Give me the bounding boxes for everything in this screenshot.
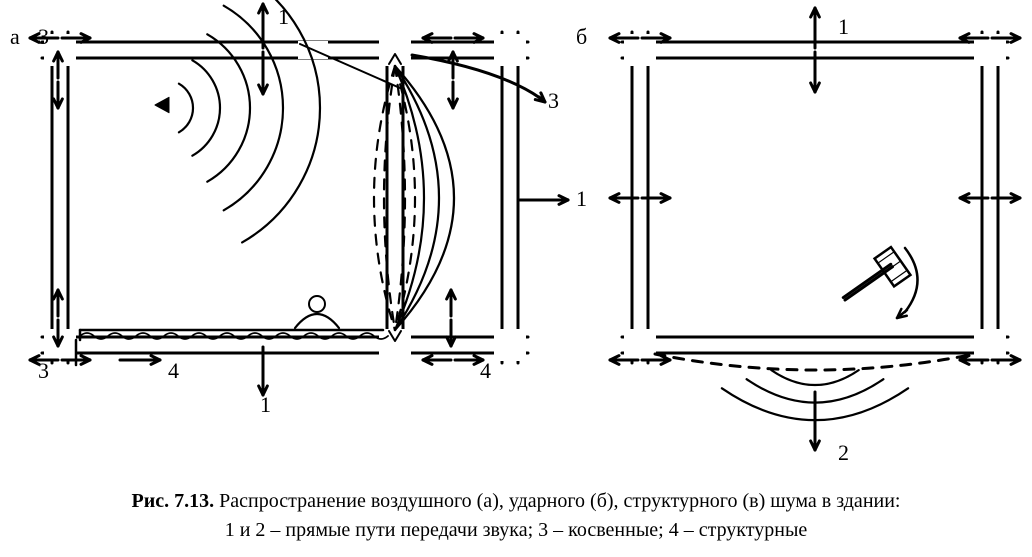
figure-container: { "canvas": { "width": 1032, "height": 5… <box>0 0 1032 557</box>
caption-fig-num: Рис. 7.13. <box>132 490 215 512</box>
svg-text:1: 1 <box>838 14 849 39</box>
svg-text:1: 1 <box>278 4 289 29</box>
svg-text:3: 3 <box>548 88 559 113</box>
svg-text:4: 4 <box>168 358 179 383</box>
caption-line-1: Рис. 7.13. Распространение воздушного (а… <box>0 487 1032 516</box>
figure-caption: Рис. 7.13. Распространение воздушного (а… <box>0 487 1032 545</box>
svg-text:б: б <box>576 24 587 49</box>
diagram-svg: а33111344б12 <box>0 0 1032 557</box>
svg-text:а: а <box>10 24 20 49</box>
caption-line-2: 1 и 2 – прямые пути передачи звука; 3 – … <box>0 516 1032 545</box>
svg-text:2: 2 <box>838 440 849 465</box>
svg-text:1: 1 <box>260 392 271 417</box>
svg-text:4: 4 <box>480 358 491 383</box>
svg-text:3: 3 <box>38 24 49 49</box>
svg-text:1: 1 <box>576 186 587 211</box>
caption-line-1-rest: Распространение воздушного (а), ударного… <box>214 490 900 512</box>
svg-text:3: 3 <box>38 358 49 383</box>
